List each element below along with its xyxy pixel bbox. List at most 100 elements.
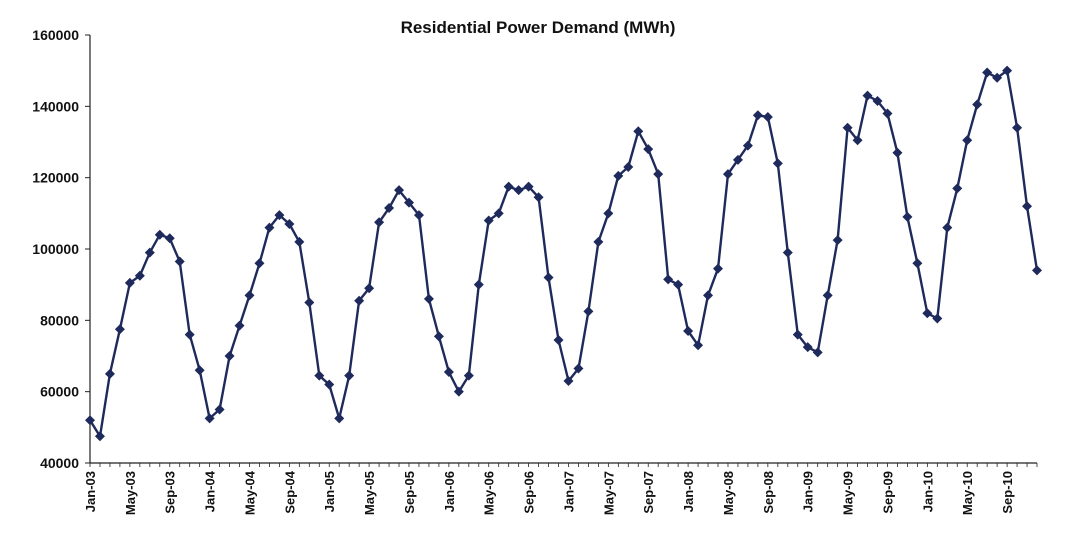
data-point (653, 169, 664, 180)
x-tick-label: May-03 (123, 471, 138, 515)
data-point (613, 170, 624, 181)
data-point (573, 363, 584, 374)
data-point (852, 135, 863, 146)
chart-title: Residential Power Demand (MWh) (401, 18, 676, 37)
data-point (912, 258, 923, 269)
x-tick-label: May-10 (960, 471, 975, 515)
y-tick-label: 80000 (40, 312, 79, 328)
data-point (762, 112, 773, 123)
data-point (862, 90, 873, 101)
data-point (563, 375, 574, 386)
x-tick-label: Sep-07 (641, 471, 656, 514)
data-point (144, 247, 155, 258)
data-point (713, 263, 724, 274)
x-tick-label: Jan-03 (83, 471, 98, 512)
data-point (85, 415, 95, 426)
data-point (493, 208, 504, 219)
x-axis: Jan-03 May-03 Sep-03 Jan-04 May-04 Sep-04 Jan-… (83, 462, 1038, 515)
data-point (94, 431, 105, 442)
x-tick-label: Jan-06 (442, 471, 457, 512)
data-point (234, 320, 245, 331)
x-tick-label: May-07 (601, 471, 616, 515)
y-tick-label: 60000 (40, 384, 79, 400)
data-point (722, 169, 733, 180)
x-tick-label: Sep-04 (282, 470, 297, 513)
data-point (394, 185, 405, 196)
data-point (503, 181, 514, 192)
data-point (274, 210, 285, 221)
x-tick-label: Sep-06 (522, 471, 537, 514)
data-point (354, 295, 365, 306)
data-point (842, 122, 853, 133)
data-point (284, 219, 295, 230)
data-point (264, 222, 275, 233)
data-point (553, 334, 564, 345)
data-point (942, 222, 953, 233)
data-point (164, 233, 175, 244)
data-point (932, 313, 943, 324)
x-tick-label: May-09 (841, 471, 856, 515)
data-point (533, 192, 544, 203)
data-point (224, 351, 235, 361)
data-point (374, 217, 385, 228)
data-point (334, 413, 345, 424)
data-point (583, 306, 594, 317)
data-point (543, 272, 554, 283)
data-point (204, 413, 215, 424)
data-point (254, 258, 265, 269)
data-point (194, 365, 205, 376)
data-point (523, 181, 534, 192)
data-point (693, 340, 704, 351)
data-point (892, 147, 903, 158)
data-point (772, 158, 783, 169)
data-point (982, 67, 993, 78)
x-tick-label: Jan-08 (681, 471, 696, 512)
data-point (992, 72, 1003, 83)
data-point (812, 347, 823, 358)
data-point (683, 326, 694, 337)
x-tick-label: Sep-08 (761, 471, 776, 514)
data-point (124, 277, 135, 288)
x-tick-label: May-08 (721, 471, 736, 515)
data-point (922, 308, 933, 319)
y-tick-label: 140000 (32, 98, 79, 114)
data-point (593, 236, 604, 247)
data-point (1012, 122, 1023, 133)
data-point (962, 135, 973, 146)
data-point (403, 197, 414, 208)
data-point (623, 161, 634, 172)
x-tick-label: Jan-09 (801, 471, 816, 512)
y-tick-label: 120000 (32, 170, 79, 186)
data-point (384, 202, 395, 213)
y-axis: 40000 60000 80000 100000 120000 140000 160000 (32, 27, 91, 471)
x-tick-label: May-06 (482, 471, 497, 515)
data-point (782, 247, 793, 258)
x-tick-label: May-05 (362, 471, 377, 515)
data-point (882, 108, 893, 119)
data-point (114, 324, 125, 335)
data-point (703, 290, 714, 301)
data-point (972, 99, 983, 110)
data-point (1022, 201, 1033, 212)
data-point (872, 95, 883, 106)
data-point (433, 331, 444, 342)
x-tick-label: Sep-10 (1000, 471, 1015, 514)
x-tick-label: Sep-09 (880, 471, 895, 514)
data-point (324, 379, 335, 390)
series-line-group (85, 65, 1042, 442)
data-point (952, 183, 963, 194)
x-tick-label: Sep-05 (402, 471, 417, 514)
data-point (174, 256, 185, 267)
data-point (244, 290, 255, 301)
x-tick-label: Jan-05 (322, 471, 337, 512)
data-point (1002, 65, 1013, 76)
data-point (902, 211, 913, 222)
x-tick-label: Sep-03 (163, 471, 178, 514)
y-tick-label: 100000 (32, 241, 79, 257)
data-point (513, 185, 524, 196)
x-tick-label: Jan-04 (203, 470, 218, 512)
data-point (822, 290, 833, 301)
y-tick-label: 40000 (40, 455, 79, 471)
data-point (154, 229, 165, 240)
data-point (742, 140, 753, 151)
